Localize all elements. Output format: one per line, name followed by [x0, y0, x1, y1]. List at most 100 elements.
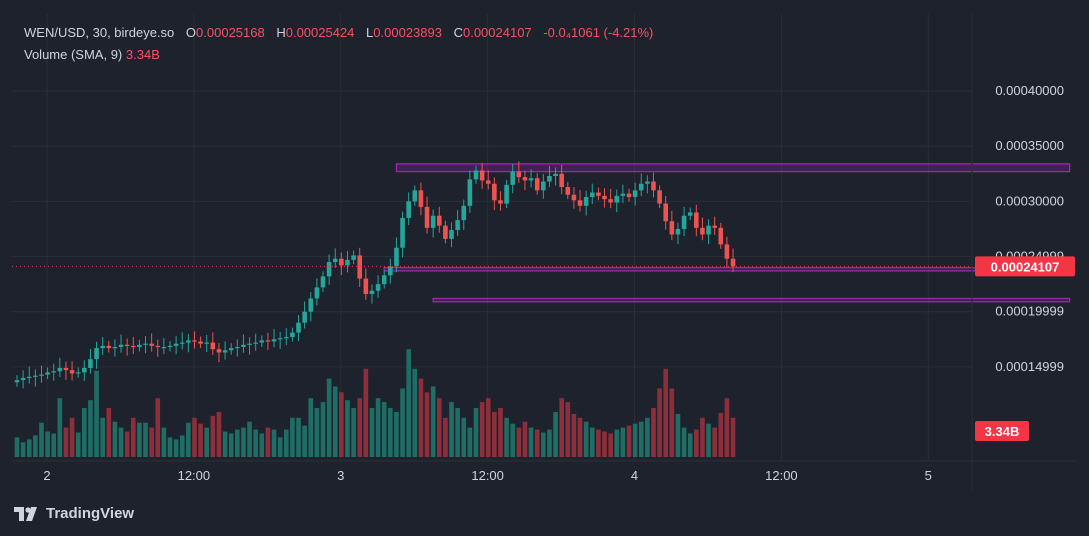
- candle-body: [473, 170, 479, 180]
- last-volume-tag-label: 3.34B: [985, 424, 1020, 439]
- low-label: L: [366, 25, 374, 40]
- volume-bar: [718, 412, 724, 457]
- candle-body: [608, 199, 613, 203]
- volume-bar: [94, 370, 99, 457]
- volume-bar: [632, 423, 638, 457]
- candle-body: [26, 376, 32, 378]
- volume-bar: [124, 431, 130, 457]
- volume-bar: [522, 421, 528, 457]
- candle-body: [388, 266, 393, 276]
- volume-bar: [626, 425, 632, 457]
- volume-bar: [14, 437, 20, 457]
- volume-bar: [706, 423, 711, 457]
- candle-body: [57, 367, 63, 372]
- volume-bar: [363, 368, 369, 457]
- candle-body: [88, 359, 93, 368]
- candle-body: [332, 258, 338, 263]
- candle-body: [253, 342, 258, 344]
- volume-bar: [39, 422, 44, 457]
- range-box: [383, 266, 1071, 272]
- last-price-tag: [975, 256, 1075, 277]
- volume-bar: [638, 421, 644, 457]
- volume-bar: [645, 417, 650, 457]
- volume-bar: [259, 433, 265, 457]
- x-axis-tick-label: 12:00: [471, 468, 504, 483]
- volume-bar: [571, 413, 577, 457]
- candle-body: [571, 194, 577, 201]
- candle-body: [137, 344, 142, 347]
- candle-body: [143, 343, 148, 345]
- candle-body: [706, 225, 711, 235]
- candle-body: [528, 178, 534, 181]
- candle-body: [400, 217, 405, 248]
- chart-frame[interactable]: 0.00040000 0.00035000 0.00030000 0.00024999…: [12, 14, 1076, 490]
- volume-bar: [161, 427, 167, 457]
- volume-bar: [675, 413, 681, 457]
- candle-body: [186, 340, 191, 343]
- candle-body: [351, 255, 356, 260]
- candlestick-chart[interactable]: 0.000400000.000350000.000300000.00024999…: [12, 14, 1076, 490]
- volume-bar: [118, 427, 124, 457]
- volume-bar: [339, 392, 344, 457]
- volume-bar: [516, 427, 522, 457]
- volume-bar: [406, 349, 411, 457]
- candle-body: [504, 184, 509, 204]
- candle-body: [118, 344, 124, 347]
- volume-bar: [283, 429, 289, 457]
- candle-body: [534, 178, 540, 191]
- volume-bar: [88, 400, 93, 457]
- candle-body: [149, 343, 154, 346]
- last-price-tag-label: 0.00024107: [991, 259, 1060, 274]
- candle-body: [479, 170, 485, 181]
- legend-row-price: WEN/USD, 30, birdeye.so O0.00025168 H0.0…: [24, 24, 653, 42]
- volume-bar: [473, 408, 479, 457]
- candle-body: [161, 346, 167, 349]
- high-value: 0.00025424: [285, 25, 355, 40]
- volume-bar: [351, 408, 356, 457]
- volume-bar: [657, 388, 662, 457]
- candle-body: [155, 345, 161, 348]
- candle-body: [204, 342, 210, 344]
- range-box: [395, 163, 1071, 173]
- candle-body: [516, 171, 522, 178]
- candle-body: [541, 181, 546, 191]
- volume-label[interactable]: Volume (SMA, 9): [24, 47, 123, 62]
- volume-bar: [265, 427, 271, 457]
- volume-bar: [369, 408, 375, 457]
- volume-value: 3.34B: [125, 47, 160, 62]
- x-axis-tick-label: 4: [631, 468, 638, 483]
- volume-bar: [130, 417, 136, 457]
- volume-bar: [308, 398, 314, 457]
- candle-body: [657, 190, 662, 204]
- candle-body: [485, 180, 491, 184]
- volume-bar: [326, 378, 332, 457]
- volume-bar: [455, 408, 460, 457]
- candle-body: [308, 298, 314, 312]
- candle-body: [430, 215, 436, 228]
- volume-bar: [449, 402, 454, 457]
- y-axis-tick-label: 0.00030000: [995, 193, 1064, 208]
- volume-bar: [57, 398, 63, 457]
- volume-bar: [82, 408, 87, 457]
- volume-bar: [173, 439, 179, 457]
- volume-bar: [241, 427, 246, 457]
- candle-body: [614, 195, 620, 203]
- candle-body: [259, 340, 265, 343]
- candle-body: [241, 344, 246, 347]
- y-axis-tick-label: 0.00040000: [995, 83, 1064, 98]
- x-axis-tick-label: 2: [43, 468, 50, 483]
- volume-bar: [179, 435, 185, 457]
- volume-bar: [510, 423, 516, 457]
- symbol-label[interactable]: WEN/USD, 30, birdeye.so: [24, 25, 175, 40]
- candle-body: [461, 205, 467, 221]
- candle-body: [406, 201, 411, 218]
- volume-bar: [210, 415, 216, 457]
- candle-body: [724, 244, 730, 259]
- volume-bar: [100, 417, 105, 457]
- tradingview-branding[interactable]: TradingView: [14, 505, 134, 522]
- volume-bar: [412, 368, 418, 457]
- candle-body: [173, 343, 179, 346]
- candle-body: [645, 181, 650, 184]
- volume-bar: [553, 411, 558, 457]
- candle-body: [82, 367, 87, 373]
